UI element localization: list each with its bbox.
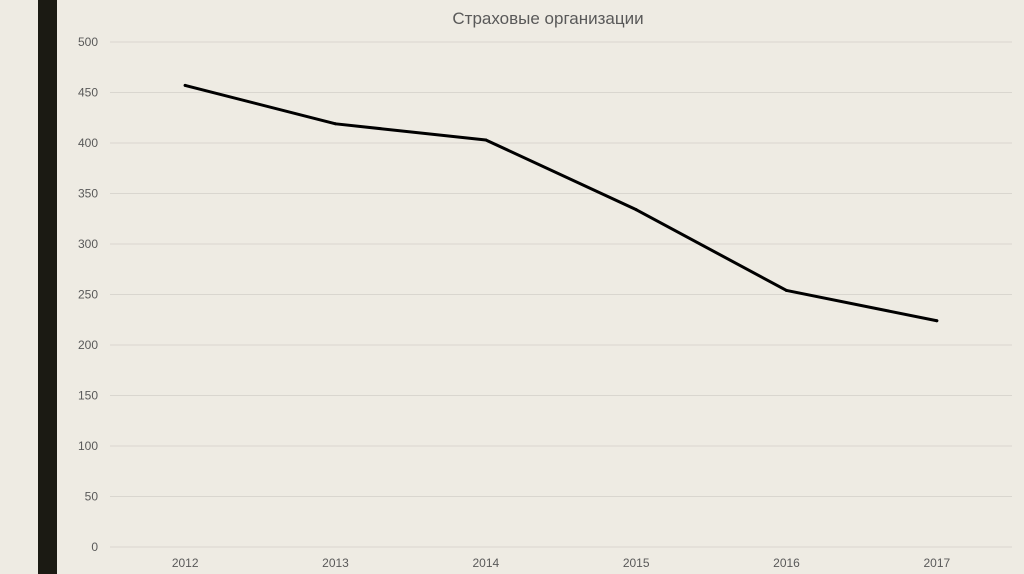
chart-title: Страховые организации [452, 9, 643, 28]
y-tick-label: 400 [78, 136, 98, 150]
x-tick-label: 2013 [322, 556, 349, 570]
y-tick-label: 150 [78, 389, 98, 403]
data-point [634, 208, 638, 212]
x-tick-label: 2017 [923, 556, 950, 570]
series-group [183, 83, 939, 323]
y-tick-label: 200 [78, 338, 98, 352]
decorative-side-bar [38, 0, 57, 574]
y-tick-label: 0 [91, 540, 98, 554]
data-point [183, 83, 187, 87]
data-point [484, 138, 488, 142]
x-axis-tick-labels: 2012 2013 2014 2015 2016 2017 [172, 556, 951, 570]
y-axis-tick-labels: 0 50 100 150 200 250 300 350 400 450 500 [78, 35, 98, 554]
data-point [334, 122, 337, 126]
y-tick-label: 50 [85, 490, 99, 504]
y-tick-label: 100 [78, 439, 98, 453]
x-tick-label: 2016 [773, 556, 800, 570]
data-point [785, 288, 788, 292]
y-tick-label: 450 [78, 86, 98, 100]
y-tick-label: 250 [78, 288, 98, 302]
y-tick-label: 300 [78, 237, 98, 251]
series-line [183, 83, 939, 323]
x-tick-label: 2014 [472, 556, 499, 570]
data-point [935, 319, 939, 323]
y-tick-label: 500 [78, 35, 98, 49]
x-tick-label: 2012 [172, 556, 199, 570]
gridlines [110, 41, 1012, 548]
x-tick-label: 2015 [623, 556, 650, 570]
y-tick-label: 350 [78, 187, 98, 201]
